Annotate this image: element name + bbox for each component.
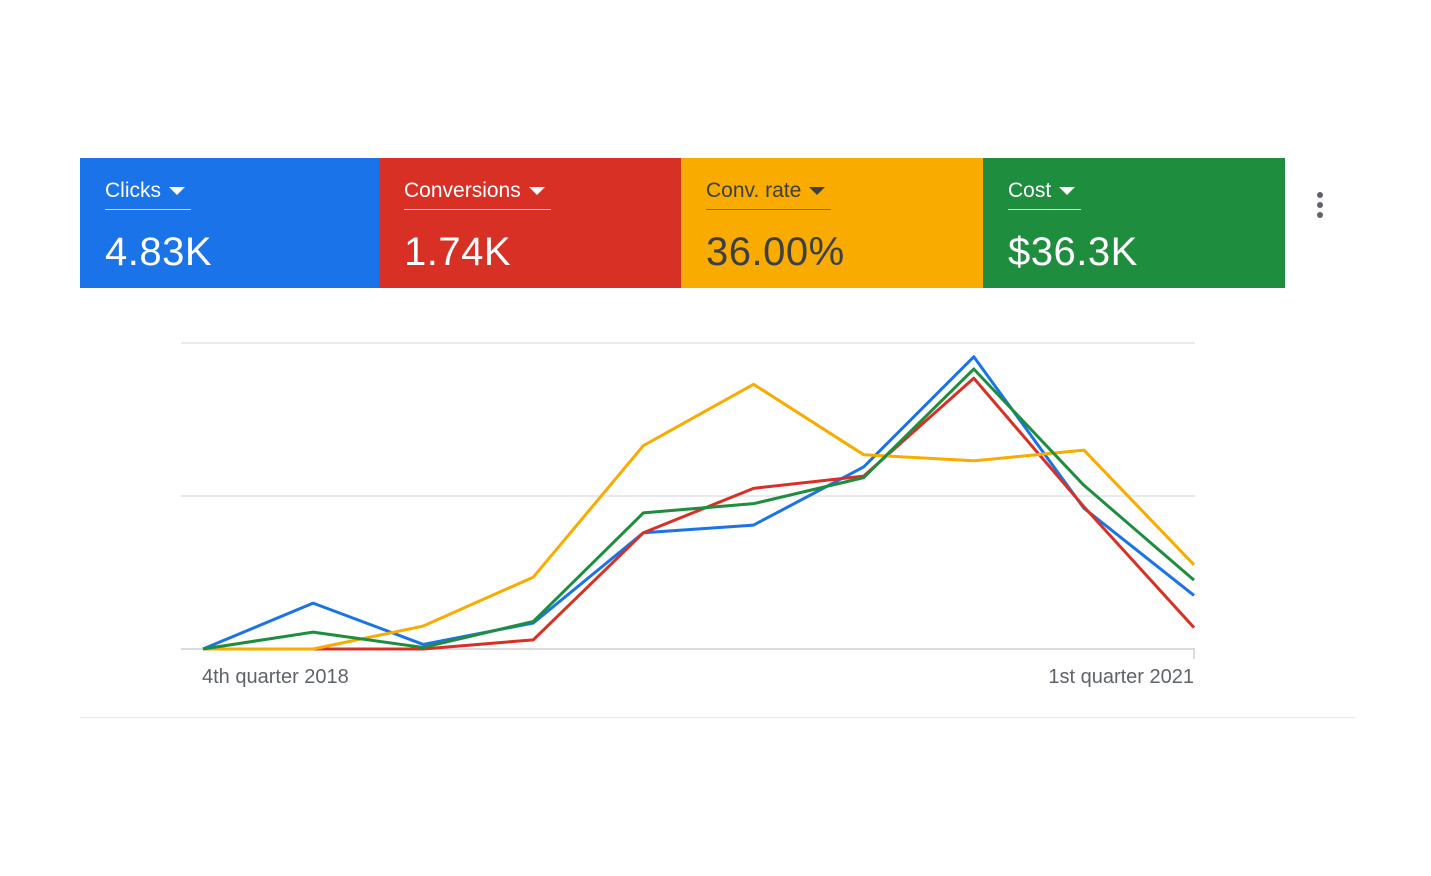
metric-value: $36.3K bbox=[1008, 230, 1138, 274]
more-dot bbox=[1317, 212, 1323, 218]
more-dot bbox=[1317, 202, 1323, 208]
x-tick-label-first: 4th quarter 2018 bbox=[202, 666, 349, 688]
metric-selector-conv-rate[interactable]: Conv. rate bbox=[706, 179, 832, 210]
series-line-conversions bbox=[203, 376, 1196, 651]
metric-value: 4.83K bbox=[105, 230, 213, 274]
more-dot bbox=[1317, 192, 1323, 198]
metric-selector-cost[interactable]: Cost bbox=[1008, 179, 1082, 210]
metric-value: 36.00% bbox=[706, 230, 845, 274]
series-line-conv-rate bbox=[203, 382, 1196, 651]
chart-series bbox=[202, 355, 1196, 651]
scorecard-row: Clicks 4.83K Conversions 1.74K Conv. rat… bbox=[80, 158, 1285, 288]
metric-selector-clicks[interactable]: Clicks bbox=[105, 179, 191, 210]
scorecard-conversions[interactable]: Conversions 1.74K bbox=[379, 158, 681, 288]
series-line-cost bbox=[202, 367, 1195, 651]
caret-down-icon bbox=[169, 187, 185, 195]
caret-down-icon bbox=[1059, 187, 1076, 195]
metric-selector-conversions[interactable]: Conversions bbox=[404, 179, 551, 210]
metric-label: Conv. rate bbox=[706, 179, 802, 202]
caret-down-icon bbox=[528, 187, 545, 195]
divider bbox=[80, 717, 1355, 718]
series-line-clicks bbox=[202, 355, 1195, 651]
more-vert-icon[interactable] bbox=[1304, 184, 1336, 226]
caret-down-icon bbox=[809, 187, 826, 195]
metric-label: Conversions bbox=[404, 179, 521, 202]
metric-value: 1.74K bbox=[404, 230, 512, 274]
metric-label: Clicks bbox=[105, 179, 161, 202]
scorecard-conv-rate[interactable]: Conv. rate 36.00% bbox=[681, 158, 983, 288]
metric-label: Cost bbox=[1008, 179, 1052, 202]
scorecard-clicks[interactable]: Clicks 4.83K bbox=[80, 158, 379, 288]
scorecard-cost[interactable]: Cost $36.3K bbox=[983, 158, 1285, 288]
x-tick-label-last: 1st quarter 2021 bbox=[1048, 666, 1194, 688]
